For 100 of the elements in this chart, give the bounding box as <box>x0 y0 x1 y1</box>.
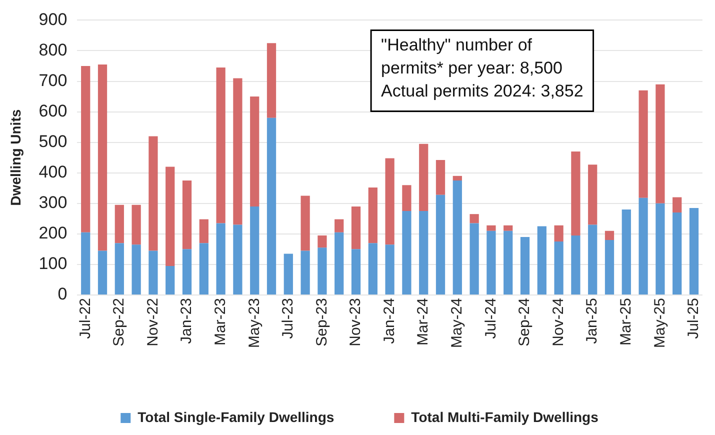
bar <box>132 204 141 245</box>
x-tick-label: May-24 <box>448 298 466 348</box>
bar <box>554 225 564 242</box>
x-tick-label: Jul-24 <box>482 298 500 339</box>
x-tick-label: Sep-23 <box>313 298 330 346</box>
x-tick-label: Mar-24 <box>414 298 432 346</box>
x-tick-label: Jul-23 <box>280 298 297 339</box>
bar <box>300 196 310 251</box>
x-tick-label: Nov-23 <box>347 298 364 346</box>
y-axis-title: Dwelling Units <box>7 109 24 206</box>
bar <box>318 235 327 248</box>
x-tick-label: Jan-24 <box>380 298 398 344</box>
bar <box>233 224 242 294</box>
bar <box>419 144 428 212</box>
bar <box>351 206 361 250</box>
bar <box>216 223 226 294</box>
bar <box>672 197 682 213</box>
bar <box>604 230 614 240</box>
x-tick-label: May-25 <box>651 298 668 348</box>
bar <box>216 68 226 224</box>
x-tick-label: Mar-23 <box>212 298 229 346</box>
x-tick-label: Sep-24 <box>516 298 534 346</box>
bar <box>166 266 175 294</box>
x-tick-label: Nov-22 <box>144 298 162 346</box>
bar <box>114 204 124 244</box>
bar <box>266 43 276 118</box>
bar <box>436 194 446 294</box>
y-tick-label: 400 <box>38 162 68 182</box>
bar <box>402 185 412 212</box>
bar <box>385 244 394 294</box>
x-tick-label: Jul-22 <box>76 298 94 339</box>
bar <box>166 166 175 266</box>
bar <box>571 151 580 236</box>
y-tick-label: 100 <box>38 254 68 274</box>
bar <box>81 232 90 294</box>
bar <box>81 66 90 232</box>
bar <box>689 208 699 294</box>
bar <box>504 225 513 231</box>
bar <box>250 206 260 294</box>
y-tick-label: 0 <box>58 284 68 304</box>
bar <box>571 235 580 294</box>
bar <box>98 250 108 294</box>
bar <box>368 188 378 244</box>
y-tick-label: 500 <box>38 132 68 152</box>
bar <box>385 158 394 245</box>
bar <box>436 160 446 195</box>
bar <box>537 226 546 294</box>
bar <box>419 211 428 294</box>
bar <box>452 176 462 180</box>
bar <box>638 90 648 198</box>
bar <box>672 212 682 294</box>
bar <box>588 164 598 225</box>
bar <box>470 214 479 224</box>
bar <box>148 250 158 294</box>
x-tick-label: Jul-25 <box>685 298 702 339</box>
x-tick-label: Nov-24 <box>550 298 567 346</box>
bar <box>114 243 124 294</box>
y-tick-label: 800 <box>38 40 68 60</box>
y-tick-label: 600 <box>38 101 68 120</box>
x-tick-label: Sep-22 <box>110 298 128 346</box>
y-tick-label: 900 <box>38 10 68 29</box>
bar <box>284 254 293 294</box>
bar <box>300 250 310 294</box>
annotation: "Healthy" number of permits* per year: 8,500 Actual permits 2024: 3,852 <box>381 35 584 100</box>
bar <box>486 225 496 231</box>
bar <box>486 230 496 294</box>
bar <box>199 243 208 294</box>
bar <box>554 242 564 294</box>
bar <box>452 180 462 294</box>
x-tick-label: May-23 <box>246 298 263 348</box>
x-tick-label: Jan-25 <box>584 298 601 344</box>
bar <box>98 64 108 251</box>
x-tick-label: Mar-25 <box>618 298 635 346</box>
bar <box>402 211 412 294</box>
bar <box>182 249 192 294</box>
bar <box>520 236 530 294</box>
bar <box>504 230 513 294</box>
bar <box>622 209 631 294</box>
bar <box>334 232 344 294</box>
bar <box>656 84 665 204</box>
bar <box>588 224 598 294</box>
legend-label: Total Single-Family Dwellings <box>138 408 334 425</box>
bar <box>233 78 242 225</box>
legend-label: Total Multi-Family Dwellings <box>411 408 599 425</box>
bar <box>266 118 276 294</box>
bar <box>638 198 648 294</box>
y-tick-label: 700 <box>38 70 68 90</box>
bar <box>318 248 327 294</box>
x-tick-label: Jan-23 <box>178 298 196 344</box>
bar <box>351 249 361 294</box>
bar <box>470 223 479 294</box>
bar <box>132 244 141 294</box>
bar <box>604 240 614 294</box>
y-tick-label: 200 <box>38 224 68 243</box>
bar <box>148 136 158 251</box>
bar <box>334 219 344 232</box>
bar <box>199 219 208 244</box>
bar <box>368 243 378 294</box>
bar <box>250 96 260 206</box>
bar <box>656 203 665 294</box>
